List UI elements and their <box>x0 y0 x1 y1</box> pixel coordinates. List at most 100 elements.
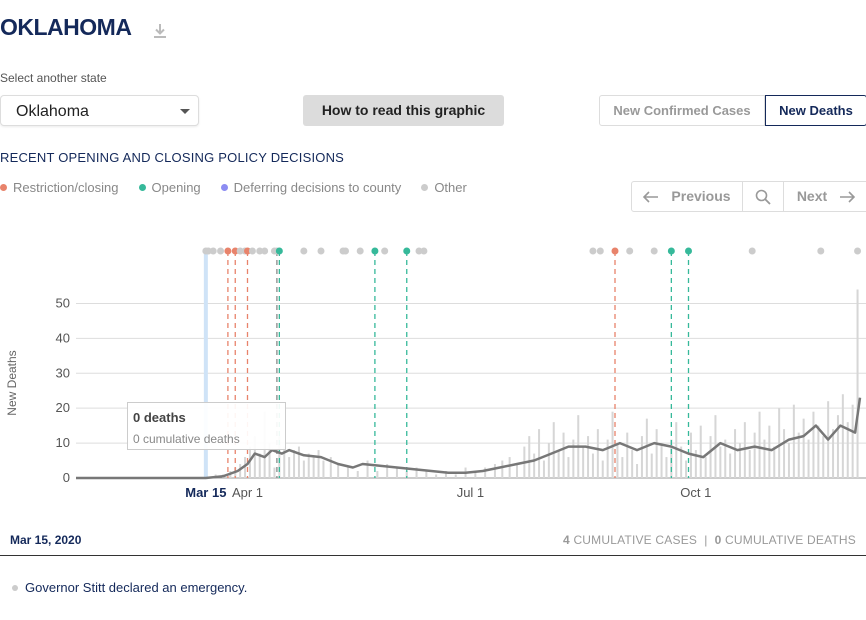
daily-bar <box>709 436 712 478</box>
daily-bar <box>562 432 565 478</box>
daily-bar <box>444 471 447 478</box>
daily-bar <box>312 457 315 478</box>
daily-bar <box>787 443 790 478</box>
daily-bar <box>621 457 624 478</box>
new-deaths-button[interactable]: New Deaths <box>765 95 866 126</box>
daily-bar <box>278 436 281 478</box>
daily-bar <box>538 429 541 478</box>
how-to-read-button[interactable]: How to read this graphic <box>303 95 504 126</box>
daily-bar <box>640 436 643 478</box>
previous-button[interactable]: Previous <box>632 182 743 211</box>
policy-dot <box>403 247 411 255</box>
policy-dot <box>275 247 283 255</box>
legend-label: Other <box>434 180 467 195</box>
daily-bar <box>302 460 305 478</box>
y-tick-label: 10 <box>56 435 70 450</box>
daily-bar <box>474 471 477 478</box>
daily-bar <box>812 411 815 478</box>
daily-bar <box>591 453 594 478</box>
policy-dot <box>626 247 634 255</box>
daily-bar <box>797 432 800 478</box>
legend-dot <box>421 184 429 191</box>
daily-bar <box>547 443 550 478</box>
policy-dot <box>371 247 379 255</box>
legend-label: Restriction/closing <box>13 180 119 195</box>
daily-bar <box>356 471 359 478</box>
policy-dot <box>356 247 364 255</box>
policy-dot <box>817 247 825 255</box>
y-tick-label: 30 <box>56 365 70 380</box>
daily-bar <box>395 467 398 478</box>
daily-bar <box>704 457 707 478</box>
daily-bar <box>753 432 756 478</box>
policy-dot <box>261 247 269 255</box>
daily-bar <box>694 450 697 478</box>
policy-dot <box>224 247 232 255</box>
state-select[interactable]: Oklahoma <box>0 95 199 126</box>
daily-bar <box>268 443 271 478</box>
daily-bar <box>376 471 379 478</box>
daily-bar <box>738 443 741 478</box>
daily-bar <box>792 404 795 478</box>
state-select-value: Oklahoma <box>16 103 89 120</box>
state-select-label: Select another state <box>0 71 107 85</box>
daily-bar <box>307 453 310 478</box>
policy-dot <box>248 247 256 255</box>
daily-bar <box>557 450 560 478</box>
tooltip-value: 0 deaths <box>133 410 186 425</box>
next-button[interactable]: Next <box>784 182 866 211</box>
deaths-chart[interactable]: 0 10 20 30 40 50 New Deaths Mar 15 Apr 1 Jul 1 Oct… <box>0 236 866 516</box>
daily-bar <box>317 450 320 478</box>
policy-dot <box>854 247 862 255</box>
policy-dot <box>596 247 604 255</box>
policy-dot <box>300 247 308 255</box>
arrow-left-icon <box>643 190 659 203</box>
policy-dot <box>381 247 389 255</box>
average-line <box>76 397 862 480</box>
daily-bar <box>734 429 737 478</box>
selected-date-highlight <box>203 250 208 478</box>
daily-bar <box>606 439 609 478</box>
daily-bar <box>636 464 639 478</box>
daily-bar <box>685 460 688 478</box>
daily-bar <box>802 418 805 478</box>
daily-bar <box>645 418 648 478</box>
new-cases-button[interactable]: New Confirmed Cases <box>599 95 765 126</box>
daily-bar <box>508 457 511 478</box>
daily-bar <box>239 464 242 478</box>
policy-dot <box>650 247 658 255</box>
selected-date: Mar 15, 2020 <box>10 533 82 547</box>
daily-bar <box>425 471 428 478</box>
policy-dot <box>748 247 756 255</box>
cumulative-deaths-count: 0 <box>714 533 722 547</box>
download-icon[interactable] <box>152 22 168 40</box>
daily-bar <box>675 422 678 478</box>
policy-dot <box>420 247 428 255</box>
daily-bar <box>258 453 261 478</box>
policy-event-item: Governor Stitt declared an emergency. <box>12 580 247 595</box>
daily-bar <box>567 457 570 478</box>
daily-bar <box>846 422 849 478</box>
daily-bar <box>719 446 722 478</box>
y-tick-label: 20 <box>56 400 70 415</box>
policy-dot <box>317 247 325 255</box>
daily-bar <box>680 446 683 478</box>
daily-bar <box>743 422 746 478</box>
legend-item-other: Other <box>421 180 467 195</box>
daily-bar <box>582 446 585 478</box>
daily-bar <box>253 436 256 478</box>
legend-item-opening: Opening <box>138 180 201 195</box>
policy-dot <box>244 247 251 255</box>
daily-bar <box>366 460 369 478</box>
daily-bar <box>768 425 771 478</box>
daily-bar <box>856 289 859 478</box>
cumulative-cases-count: 4 <box>563 533 570 547</box>
daily-bar <box>329 457 332 478</box>
daily-bar <box>283 446 286 478</box>
search-button[interactable] <box>743 182 784 211</box>
policy-dot <box>589 247 597 255</box>
daily-bar <box>763 439 766 478</box>
policy-dot <box>204 247 212 255</box>
daily-bar <box>596 429 599 478</box>
daily-bar <box>807 439 810 478</box>
